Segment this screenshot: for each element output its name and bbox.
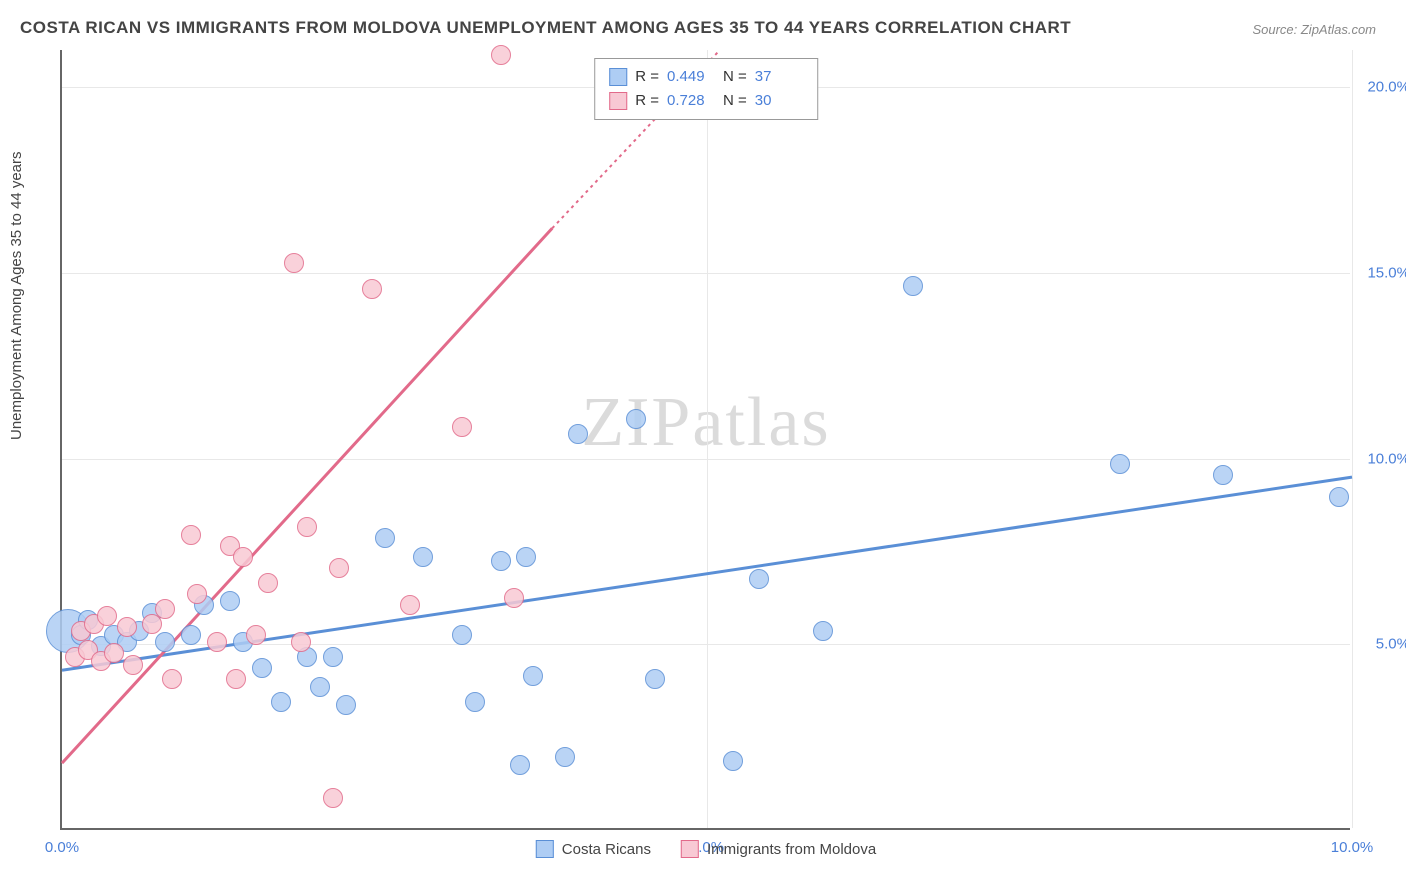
data-point — [220, 591, 240, 611]
data-point — [291, 632, 311, 652]
data-point — [323, 788, 343, 808]
stats-legend-box: R = 0.449 N = 37 R = 0.728 N = 30 — [594, 58, 818, 120]
data-point — [104, 643, 124, 663]
r-label: R = — [635, 89, 659, 113]
data-point — [1329, 487, 1349, 507]
n-value-0: 37 — [755, 65, 803, 89]
swatch-series-0 — [609, 68, 627, 86]
data-point — [97, 606, 117, 626]
regression-lines — [62, 50, 1350, 828]
legend-label-1: Immigrants from Moldova — [707, 841, 876, 858]
data-point — [123, 655, 143, 675]
n-label: N = — [723, 65, 747, 89]
regression-line — [62, 228, 552, 763]
data-point — [284, 253, 304, 273]
data-point — [323, 647, 343, 667]
data-point — [181, 525, 201, 545]
data-point — [400, 595, 420, 615]
source-attribution: Source: ZipAtlas.com — [1252, 22, 1376, 37]
x-tick-label: 10.0% — [1331, 839, 1374, 856]
data-point — [452, 417, 472, 437]
r-label: R = — [635, 65, 659, 89]
y-tick-label: 10.0% — [1360, 450, 1406, 467]
data-point — [523, 666, 543, 686]
data-point — [491, 45, 511, 65]
data-point — [258, 573, 278, 593]
r-value-1: 0.728 — [667, 89, 715, 113]
data-point — [336, 695, 356, 715]
x-tick-label: 0.0% — [45, 839, 79, 856]
data-point — [516, 547, 536, 567]
plot-area: ZIPatlas 5.0%10.0%15.0%20.0%0.0%5.0%10.0… — [60, 50, 1350, 830]
y-axis-label: Unemployment Among Ages 35 to 44 years — [8, 151, 25, 440]
data-point — [362, 279, 382, 299]
data-point — [226, 669, 246, 689]
legend-swatch-0 — [536, 840, 554, 858]
legend-item-0: Costa Ricans — [536, 840, 651, 858]
n-label: N = — [723, 89, 747, 113]
legend-item-1: Immigrants from Moldova — [681, 840, 876, 858]
data-point — [297, 517, 317, 537]
swatch-series-1 — [609, 92, 627, 110]
data-point — [452, 625, 472, 645]
data-point — [465, 692, 485, 712]
y-tick-label: 5.0% — [1360, 636, 1406, 653]
data-point — [117, 617, 137, 637]
y-tick-label: 15.0% — [1360, 264, 1406, 281]
data-point — [181, 625, 201, 645]
data-point — [271, 692, 291, 712]
data-point — [749, 569, 769, 589]
data-point — [207, 632, 227, 652]
chart-title: COSTA RICAN VS IMMIGRANTS FROM MOLDOVA U… — [20, 18, 1071, 38]
stats-row-series-0: R = 0.449 N = 37 — [609, 65, 803, 89]
data-point — [813, 621, 833, 641]
data-point — [413, 547, 433, 567]
bottom-legend: Costa Ricans Immigrants from Moldova — [536, 840, 876, 858]
data-point — [1213, 465, 1233, 485]
data-point — [162, 669, 182, 689]
data-point — [568, 424, 588, 444]
legend-swatch-1 — [681, 840, 699, 858]
data-point — [246, 625, 266, 645]
data-point — [329, 558, 349, 578]
data-point — [723, 751, 743, 771]
data-point — [645, 669, 665, 689]
data-point — [491, 551, 511, 571]
data-point — [252, 658, 272, 678]
legend-label-0: Costa Ricans — [562, 841, 651, 858]
data-point — [155, 632, 175, 652]
data-point — [626, 409, 646, 429]
data-point — [555, 747, 575, 767]
data-point — [1110, 454, 1130, 474]
data-point — [187, 584, 207, 604]
stats-row-series-1: R = 0.728 N = 30 — [609, 89, 803, 113]
r-value-0: 0.449 — [667, 65, 715, 89]
n-value-1: 30 — [755, 89, 803, 113]
data-point — [233, 547, 253, 567]
data-point — [510, 755, 530, 775]
data-point — [155, 599, 175, 619]
data-point — [504, 588, 524, 608]
data-point — [903, 276, 923, 296]
y-tick-label: 20.0% — [1360, 79, 1406, 96]
data-point — [375, 528, 395, 548]
data-point — [310, 677, 330, 697]
